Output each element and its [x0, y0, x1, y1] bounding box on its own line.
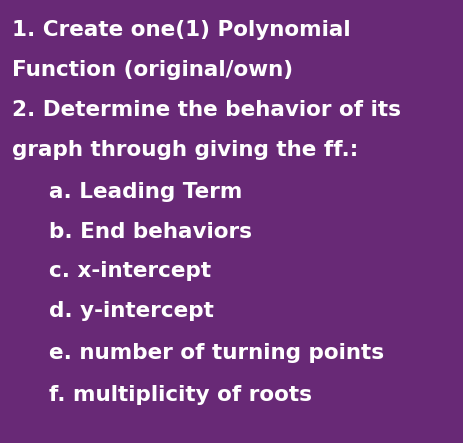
Text: graph through giving the ff.:: graph through giving the ff.: [12, 140, 357, 159]
Text: d. y-intercept: d. y-intercept [49, 301, 213, 321]
Text: f. multiplicity of roots: f. multiplicity of roots [49, 385, 311, 405]
Text: a. Leading Term: a. Leading Term [49, 182, 242, 202]
Text: b. End behaviors: b. End behaviors [49, 222, 251, 241]
Text: e. number of turning points: e. number of turning points [49, 343, 383, 363]
Text: Function (original/own): Function (original/own) [12, 60, 292, 80]
Text: 2. Determine the behavior of its: 2. Determine the behavior of its [12, 100, 400, 120]
Text: 1. Create one(1) Polynomial: 1. Create one(1) Polynomial [12, 20, 350, 40]
Text: c. x-intercept: c. x-intercept [49, 261, 210, 281]
